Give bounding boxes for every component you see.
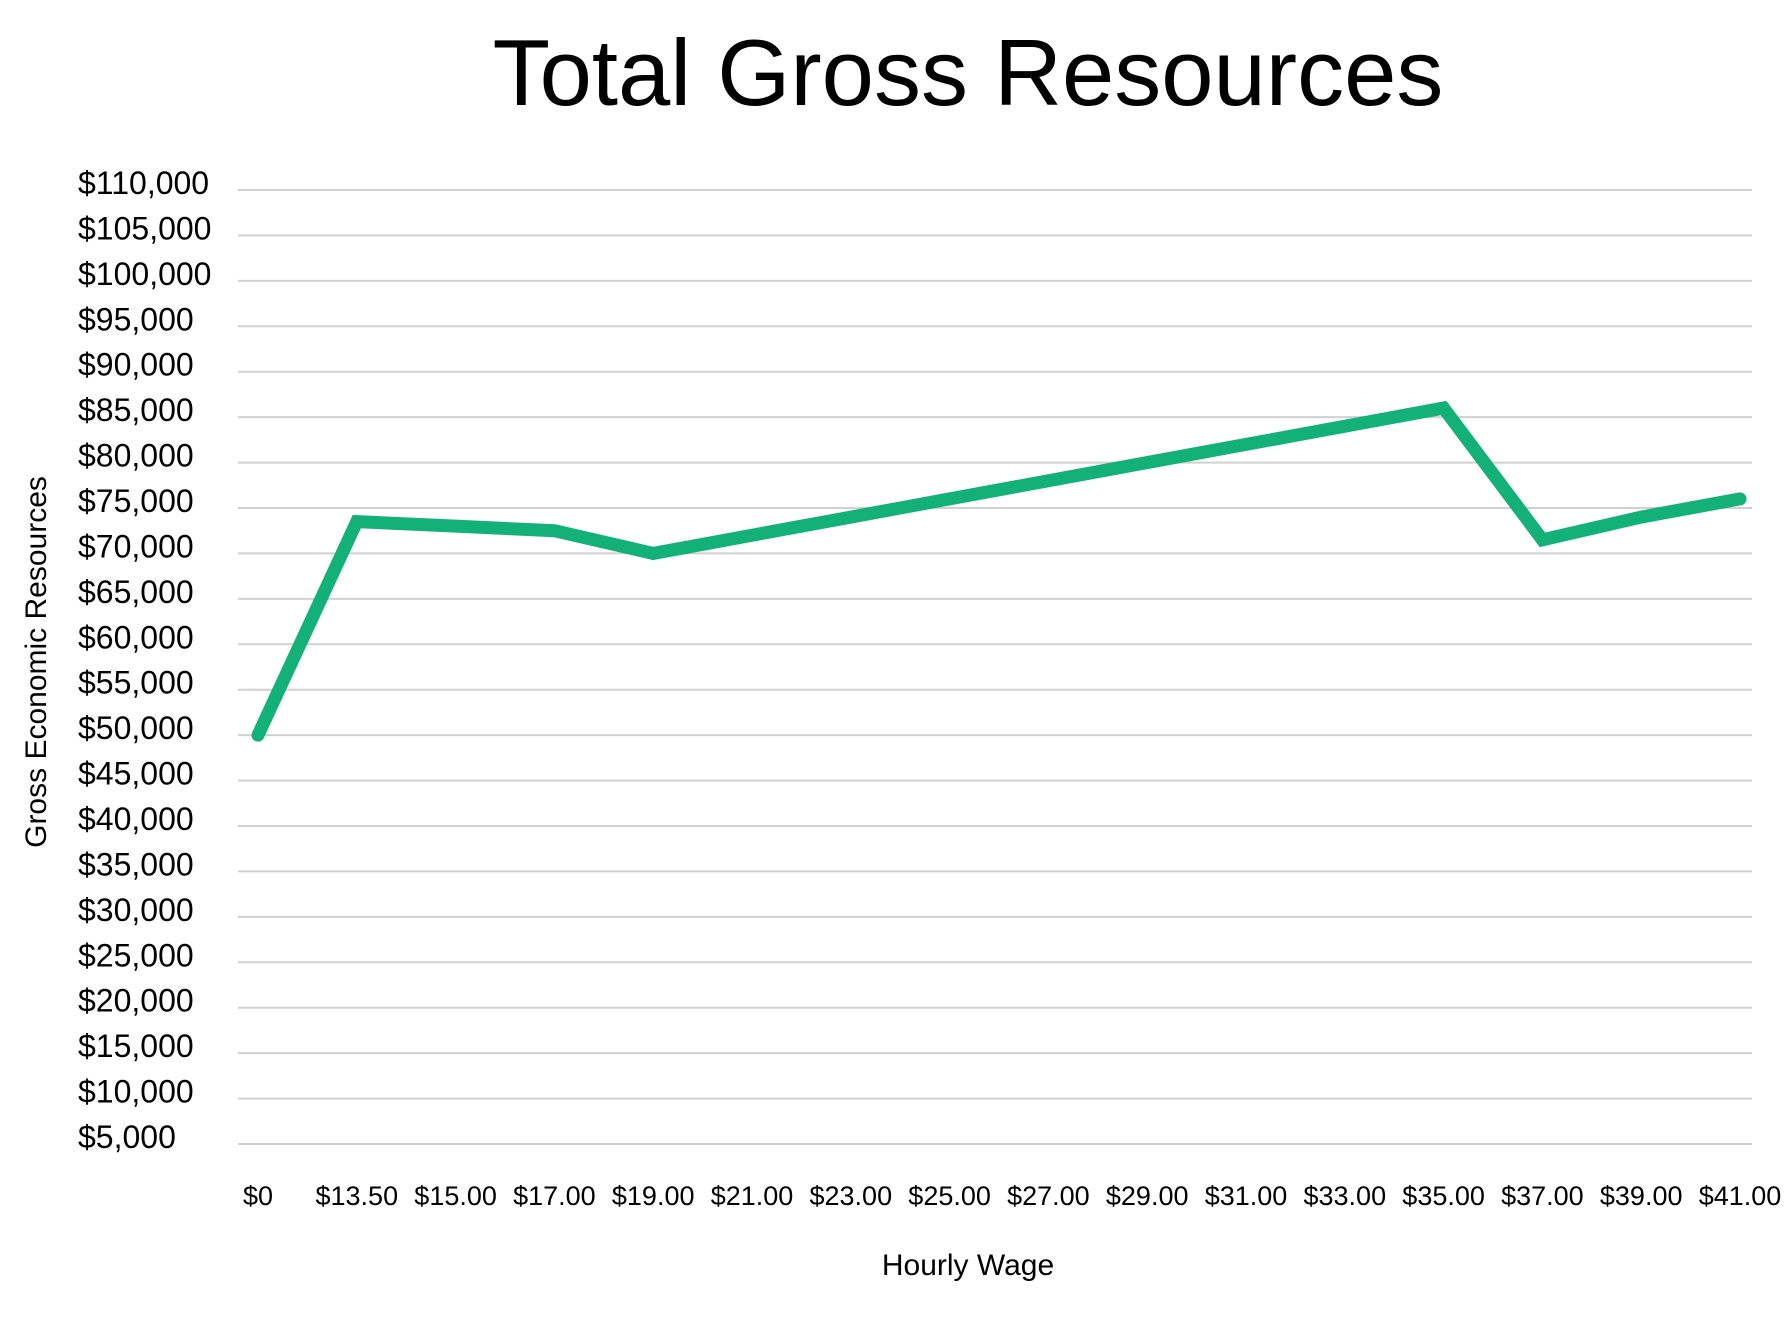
chart-title: Total Gross Resources xyxy=(493,20,1444,125)
x-axis-label: Hourly Wage xyxy=(882,1249,1054,1282)
x-tick-label: $35.00 xyxy=(1402,1181,1485,1211)
y-tick-label: $100,000 xyxy=(78,256,211,292)
y-tick-label: $45,000 xyxy=(78,756,194,792)
y-tick-label: $40,000 xyxy=(78,801,194,837)
y-tick-label: $65,000 xyxy=(78,574,194,610)
x-tick-label: $31.00 xyxy=(1205,1181,1288,1211)
y-tick-label: $85,000 xyxy=(78,392,194,428)
y-tick-label: $95,000 xyxy=(78,301,194,337)
y-axis-ticks: $110,000 $105,000 $100,000 $95,000 $90,000 $8… xyxy=(78,165,211,1155)
y-tick-label: $80,000 xyxy=(78,438,194,474)
y-tick-label: $70,000 xyxy=(78,528,194,564)
y-axis-label: Gross Economic Resources xyxy=(20,476,53,848)
y-tick-label: $110,000 xyxy=(78,165,209,201)
y-tick-label: $50,000 xyxy=(78,710,194,746)
y-tick-label: $105,000 xyxy=(78,210,211,246)
y-tick-label: $20,000 xyxy=(78,983,194,1019)
x-tick-label: $41.00 xyxy=(1699,1181,1782,1211)
x-tick-label: $27.00 xyxy=(1007,1181,1090,1211)
y-tick-label: $75,000 xyxy=(78,483,194,519)
series-layer xyxy=(251,400,1747,742)
x-tick-label: $13.50 xyxy=(316,1181,399,1211)
series-line xyxy=(251,400,1747,742)
y-tick-label: $90,000 xyxy=(78,347,194,383)
x-tick-label: $23.00 xyxy=(810,1181,893,1211)
x-tick-label: $17.00 xyxy=(513,1181,596,1211)
gridlines xyxy=(238,189,1752,1145)
y-tick-label: $55,000 xyxy=(78,665,194,701)
x-axis-ticks: $0 $13.50 $15.00 $17.00 $19.00 $21.00 $23.00 $2… xyxy=(243,1181,1781,1211)
y-tick-label: $10,000 xyxy=(78,1074,194,1110)
y-tick-label: $30,000 xyxy=(78,892,194,928)
x-tick-label: $19.00 xyxy=(612,1181,695,1211)
x-tick-label: $21.00 xyxy=(711,1181,794,1211)
x-tick-label: $0 xyxy=(243,1181,273,1211)
x-tick-label: $15.00 xyxy=(414,1181,497,1211)
y-tick-label: $60,000 xyxy=(78,619,194,655)
x-tick-label: $25.00 xyxy=(908,1181,991,1211)
x-tick-label: $37.00 xyxy=(1501,1181,1584,1211)
x-tick-label: $39.00 xyxy=(1600,1181,1683,1211)
y-tick-label: $15,000 xyxy=(78,1028,194,1064)
y-tick-label: $25,000 xyxy=(78,937,194,973)
y-tick-label: $5,000 xyxy=(78,1119,176,1155)
x-tick-label: $29.00 xyxy=(1106,1181,1189,1211)
y-tick-label: $35,000 xyxy=(78,846,194,882)
x-tick-label: $33.00 xyxy=(1304,1181,1387,1211)
